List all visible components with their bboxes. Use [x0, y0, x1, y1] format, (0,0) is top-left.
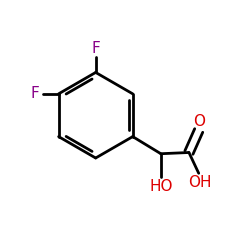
Text: O: O: [193, 114, 205, 130]
Text: OH: OH: [188, 175, 212, 190]
Text: F: F: [91, 41, 100, 56]
Text: HO: HO: [149, 179, 172, 194]
Text: F: F: [30, 86, 39, 101]
